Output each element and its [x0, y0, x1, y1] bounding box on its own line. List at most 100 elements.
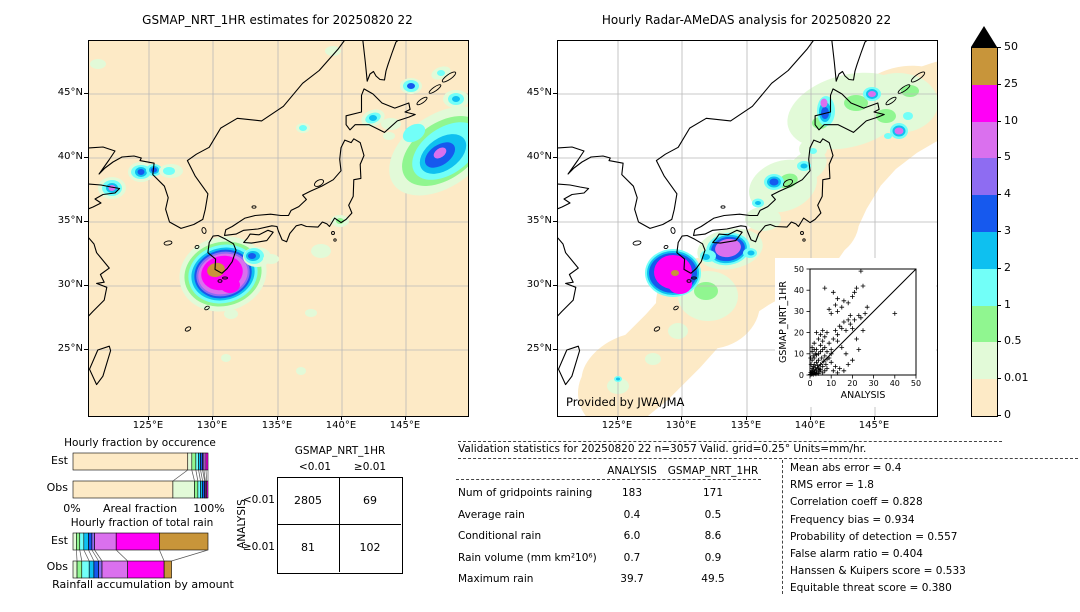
- left-map-canvas: [87, 39, 493, 416]
- scatter-point: [852, 317, 857, 323]
- island-outline: [163, 240, 173, 246]
- bar-connector: [195, 469, 199, 482]
- coastline: [557, 345, 581, 386]
- scatter-point: [824, 349, 830, 354]
- bar-connector: [202, 469, 205, 482]
- bar-connector: [76, 549, 78, 562]
- colorbar-label: 2: [1004, 260, 1011, 274]
- scatter-point: [841, 298, 847, 304]
- stat-analysis-value: 183: [621, 487, 643, 499]
- bar-segment: [163, 560, 172, 579]
- coastline: [87, 39, 346, 229]
- scatter-point: [835, 309, 840, 314]
- bar-segment: [115, 532, 160, 551]
- colorbar-tick: [997, 267, 1001, 269]
- scatter-point: [845, 362, 851, 367]
- stats-rule-mid: [458, 458, 1078, 459]
- rain-cell: [645, 353, 661, 365]
- bar-segment: [101, 560, 128, 579]
- lat-tick-label: 25°N: [57, 343, 83, 354]
- bar-segment: [98, 560, 103, 579]
- scatter-point: [831, 336, 836, 342]
- lat-tick-label: 40°N: [526, 151, 552, 162]
- lat-tick-label: 40°N: [57, 151, 83, 162]
- bar-segment: [195, 452, 199, 471]
- bar-segment: [72, 480, 174, 499]
- stats-divider: [782, 460, 783, 594]
- coastline: [243, 229, 274, 244]
- rain-cell: [437, 70, 445, 76]
- x-tick-label: 20: [847, 379, 857, 388]
- scatter-point: [811, 340, 817, 346]
- scatter-point: [837, 323, 842, 329]
- rain-cell: [299, 125, 307, 131]
- colorbar-tick: [997, 341, 1001, 343]
- scatter-point: [814, 352, 819, 358]
- stats-rule-top: [458, 441, 1002, 442]
- contingency-table: [277, 477, 403, 574]
- rain-cell: [894, 127, 904, 135]
- stat-gsmap-value: 0.5: [704, 508, 722, 521]
- bar-segment: [72, 452, 189, 471]
- scatter-point: [864, 304, 870, 310]
- y-tick-label: 30: [794, 307, 804, 316]
- score-label: Frequency bias =: [790, 513, 885, 526]
- bar-segment: [197, 480, 201, 499]
- stats-rows: Num of gridpoints raining 183 171 Average r…: [458, 487, 758, 595]
- tick-mark: [405, 416, 406, 420]
- colorbar-segment: [972, 231, 997, 269]
- rain-cell: [325, 46, 341, 56]
- colorbar-tick: [997, 231, 1001, 232]
- island-outline: [653, 326, 661, 332]
- colorbar-segment: [972, 305, 997, 343]
- score-row: Hanssen & Kuipers score = 0.533: [790, 565, 1075, 582]
- bar-connector: [115, 549, 128, 562]
- occurrence-bars: [72, 452, 209, 499]
- score-row: False alarm ratio = 0.404: [790, 548, 1075, 565]
- occurrence-est-label: Est: [51, 454, 68, 467]
- contingency-col-label-1: <0.01: [298, 461, 332, 473]
- totalrain-footer-label: Rainfall accumulation by amount: [52, 578, 234, 591]
- scatter-point: [835, 338, 840, 344]
- bar-segment: [94, 532, 117, 551]
- rain-cell: [407, 83, 415, 89]
- rain-cell: [383, 132, 395, 140]
- rain-cell: [220, 277, 240, 293]
- colorbar-label: 4: [1004, 187, 1011, 201]
- tick-mark: [617, 416, 618, 420]
- colorbar-segment: [972, 379, 997, 416]
- island-outline: [885, 96, 897, 106]
- tick-mark: [553, 221, 557, 222]
- score-row: Correlation coeff = 0.828: [790, 496, 1075, 513]
- colorbar-tick: [997, 83, 1001, 85]
- score-label: Mean abs error =: [790, 462, 885, 474]
- scatter-point: [862, 311, 868, 316]
- score-row: Probability of detection = 0.557: [790, 531, 1075, 548]
- lon-tick-label: 145°E: [858, 420, 890, 431]
- bar-segment: [194, 480, 199, 499]
- stat-analysis-value: 0.4: [623, 508, 641, 521]
- score-value: 0.828: [892, 496, 923, 509]
- scatter-point: [839, 345, 845, 350]
- rain-cell: [668, 274, 692, 294]
- rain-cell: [296, 367, 306, 375]
- colorbar-tick: [997, 194, 1001, 196]
- bar-connector: [79, 549, 83, 562]
- scatter-ylabel: GSMAP_NRT_1HR: [778, 281, 789, 363]
- right-map-canvas: [556, 39, 982, 431]
- coastline: [207, 234, 237, 274]
- rain-cell: [311, 244, 331, 258]
- scatter-point: [820, 338, 825, 344]
- tick-mark: [84, 285, 88, 286]
- colorbar-tick: [997, 157, 1001, 159]
- scatter-point: [860, 328, 866, 333]
- rain-cell: [248, 253, 256, 259]
- colorbar-label: 50: [1004, 40, 1018, 53]
- scatter-point: [826, 355, 832, 361]
- scatter-point: [826, 307, 832, 312]
- colorbar-segment: [972, 48, 997, 85]
- occurrence-obs-label: Obs: [46, 481, 68, 494]
- scatter-point: [810, 364, 816, 369]
- stats-row: Conditional rain 6.0 8.6: [458, 530, 758, 552]
- totalrain-est-label: Est: [51, 534, 68, 547]
